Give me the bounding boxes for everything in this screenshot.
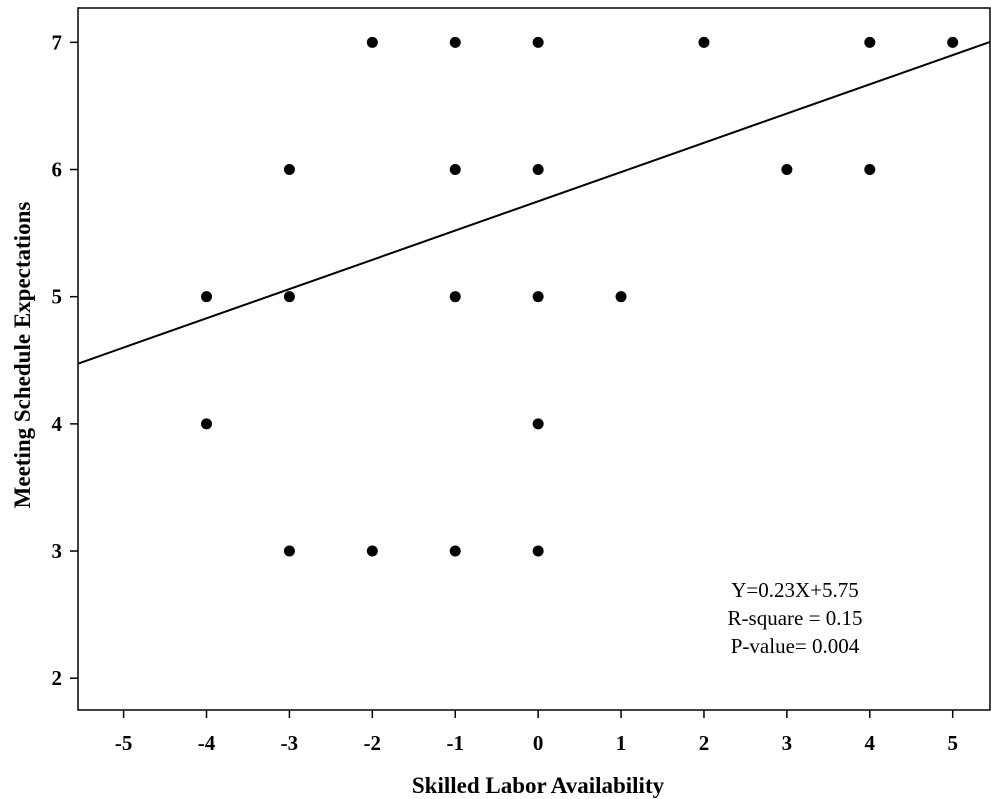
data-point xyxy=(449,291,461,303)
annotation-equation: Y=0.23X+5.75 xyxy=(731,578,859,602)
data-point xyxy=(366,545,378,557)
y-tick-label: 7 xyxy=(52,30,63,54)
x-tick-label: 1 xyxy=(616,731,627,755)
data-point xyxy=(366,36,378,48)
y-tick-label: 4 xyxy=(52,412,63,436)
x-tick-label: 3 xyxy=(782,731,793,755)
y-tick-label: 3 xyxy=(52,539,63,563)
x-axis: -5 -4 -3 -2 -1 0 1 2 3 4 5 xyxy=(115,710,958,755)
x-tick-label: -1 xyxy=(446,731,464,755)
data-point xyxy=(449,164,461,176)
data-point xyxy=(864,164,876,176)
data-point xyxy=(532,418,544,430)
y-tick-label: 5 xyxy=(52,285,63,309)
data-points xyxy=(201,36,959,557)
regression-line xyxy=(77,40,991,365)
data-point xyxy=(201,291,213,303)
y-tick-label: 6 xyxy=(52,158,63,182)
data-point xyxy=(864,36,876,48)
x-tick-label: -3 xyxy=(281,731,299,755)
annotation-p-value: P-value= 0.004 xyxy=(731,634,860,658)
data-point xyxy=(283,545,295,557)
data-point xyxy=(283,164,295,176)
x-tick-label: -2 xyxy=(364,731,382,755)
data-point xyxy=(947,36,959,48)
data-point xyxy=(449,36,461,48)
data-point xyxy=(532,36,544,48)
data-point xyxy=(532,164,544,176)
annotation-r-square: R-square = 0.15 xyxy=(728,606,863,630)
x-tick-label: 4 xyxy=(865,731,876,755)
x-tick-label: 5 xyxy=(947,731,958,755)
data-point xyxy=(781,164,793,176)
data-point xyxy=(201,418,213,430)
data-point xyxy=(615,291,627,303)
plot-frame xyxy=(77,7,991,711)
data-point xyxy=(283,291,295,303)
y-axis: 2 3 4 5 6 7 xyxy=(52,30,78,690)
x-axis-title: Skilled Labor Availability xyxy=(412,773,665,798)
x-tick-label: 2 xyxy=(699,731,710,755)
y-tick-label: 2 xyxy=(52,666,63,690)
x-tick-label: -4 xyxy=(198,731,216,755)
data-point xyxy=(698,36,710,48)
data-point xyxy=(532,545,544,557)
y-axis-title: Meeting Schedule Expectations xyxy=(10,202,35,509)
x-tick-label: 0 xyxy=(533,731,544,755)
x-tick-label: -5 xyxy=(115,731,133,755)
data-point xyxy=(449,545,461,557)
data-point xyxy=(532,291,544,303)
